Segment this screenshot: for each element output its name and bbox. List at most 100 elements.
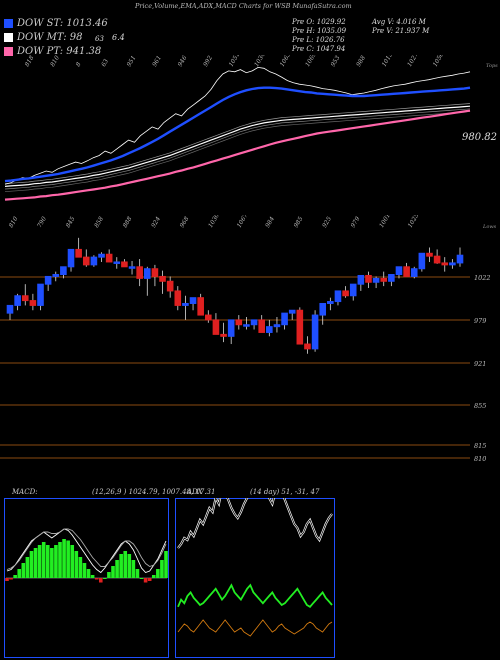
- candle-body: [189, 297, 197, 304]
- candle-body: [273, 324, 281, 328]
- price-top-label: 1025: [407, 215, 421, 229]
- top-extra-1: 63: [95, 35, 104, 43]
- candle-body: [281, 312, 288, 326]
- macd-hist-bar: [139, 578, 144, 579]
- ema-top-label: 951: [126, 55, 138, 68]
- candle-body: [136, 266, 143, 279]
- price-top-label: 888: [122, 215, 134, 229]
- ema-top-label: 992: [202, 55, 214, 68]
- macd-hist-bar: [127, 554, 132, 578]
- price-level-label: 810: [474, 455, 486, 463]
- price-top-label: 985: [293, 215, 305, 229]
- macd-label: MACD:: [12, 488, 38, 496]
- candle-body: [357, 274, 365, 285]
- price-top-label: 1030: [207, 215, 221, 229]
- candle-body: [327, 301, 334, 304]
- price-level-label: 855: [474, 402, 486, 410]
- candle-body: [128, 266, 136, 269]
- candle-body: [90, 256, 98, 266]
- macd-hist-bar: [131, 560, 136, 578]
- macd-hist-bar: [37, 545, 42, 578]
- macd-hist-bar: [82, 563, 87, 578]
- ema-series-dow-st-line: [4, 86, 471, 183]
- ema-top-label: 63: [100, 58, 110, 68]
- price-level-label: 815: [474, 442, 486, 450]
- candle-body: [159, 275, 166, 282]
- candle-body: [449, 262, 456, 266]
- candle-body: [197, 297, 204, 316]
- candle-body: [334, 290, 342, 303]
- candle-body: [456, 254, 464, 264]
- candle-body: [380, 277, 388, 282]
- adx-values: (14 day) 51, -31, 47: [250, 488, 320, 496]
- candle-body: [44, 275, 52, 285]
- candle-body: [60, 266, 67, 276]
- price-top-label: 845: [65, 215, 77, 229]
- macd-hist-bar: [29, 551, 34, 578]
- macd-hist-bar: [66, 540, 70, 578]
- price-top-label: 924: [150, 215, 162, 229]
- ema-top-label: 1027: [406, 55, 420, 68]
- macd-hist-bar: [62, 539, 66, 578]
- macd-hist-bar: [94, 578, 99, 580]
- ema-aux-line: [4, 111, 471, 193]
- candle-body: [342, 290, 349, 297]
- price-level-label: 979: [474, 317, 486, 325]
- adx-minus-di-line: [177, 619, 333, 637]
- price-top-label: 984: [264, 215, 276, 229]
- macd-hist-bar: [78, 557, 83, 578]
- candle-body: [182, 302, 189, 306]
- macd-line: [6, 528, 167, 574]
- candle-body: [311, 314, 319, 350]
- candle-body: [403, 266, 410, 277]
- macd-hist-bar: [164, 551, 168, 578]
- candle-body: [388, 274, 395, 282]
- ema-aux-line: [4, 108, 471, 190]
- ema-top-label: 961: [151, 55, 163, 68]
- stat-pre-l: Pre L: 1026.76: [292, 36, 345, 44]
- macd-hist-bar: [50, 548, 54, 578]
- candle-body: [212, 319, 220, 335]
- macd-hist-bar: [111, 566, 115, 578]
- ema-top-label: 810: [49, 55, 61, 68]
- candle-body: [349, 283, 357, 297]
- ema-series-price-line: [4, 66, 471, 185]
- macd-hist-bar: [156, 569, 160, 578]
- candle-body: [220, 333, 227, 337]
- candle-body: [105, 253, 113, 263]
- candle-body: [29, 300, 37, 306]
- ema-top-label: 1050: [432, 55, 446, 68]
- price-level-label: 921: [474, 360, 486, 368]
- price-top-label: 968: [179, 215, 191, 229]
- candle-body: [426, 252, 433, 257]
- candle-body: [113, 261, 121, 264]
- legend-label: DOW ST: 1013.46: [17, 18, 108, 29]
- macd-panel: [4, 498, 169, 658]
- ema-top-label: 1069: [304, 55, 318, 68]
- stat-pre-c: Pre C: 1047.94: [292, 45, 346, 53]
- macd-hist-bar: [86, 569, 91, 578]
- macd-hist-bar: [160, 560, 164, 578]
- ema-top-label: 1034: [253, 55, 267, 68]
- macd-hist-bar: [58, 542, 62, 578]
- ema-top-label: 818: [24, 55, 36, 68]
- legend-dow-st: DOW ST: 1013.46: [4, 18, 108, 29]
- ema-series-dow-mt-line: [4, 105, 471, 187]
- candle-body: [243, 324, 250, 327]
- ema-series-dow-pt-line: [4, 109, 471, 201]
- stat-avg-v: Avg V: 4.016 M: [372, 18, 426, 26]
- legend-label: DOW PT: 941.38: [17, 46, 102, 57]
- price-top-label: 858: [93, 215, 105, 229]
- stat-pre-v: Pre V: 21.937 M: [372, 27, 430, 35]
- candle-body: [258, 319, 265, 333]
- macd-hist-bar: [103, 578, 107, 579]
- candle-body: [235, 319, 243, 326]
- macd-hist-bar: [151, 575, 156, 578]
- candle-body: [6, 304, 14, 314]
- macd-hist-bar: [54, 545, 58, 578]
- candle-body: [410, 268, 418, 277]
- candle-body: [288, 309, 296, 314]
- candle-body: [166, 280, 174, 292]
- candle-body: [82, 256, 90, 266]
- macd-hist-bar: [147, 578, 152, 581]
